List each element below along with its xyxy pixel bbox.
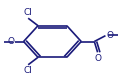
Text: O: O bbox=[7, 37, 14, 46]
Text: O: O bbox=[94, 54, 101, 63]
Text: Cl: Cl bbox=[23, 8, 32, 17]
Text: O: O bbox=[107, 31, 113, 40]
Text: Cl: Cl bbox=[23, 66, 32, 75]
